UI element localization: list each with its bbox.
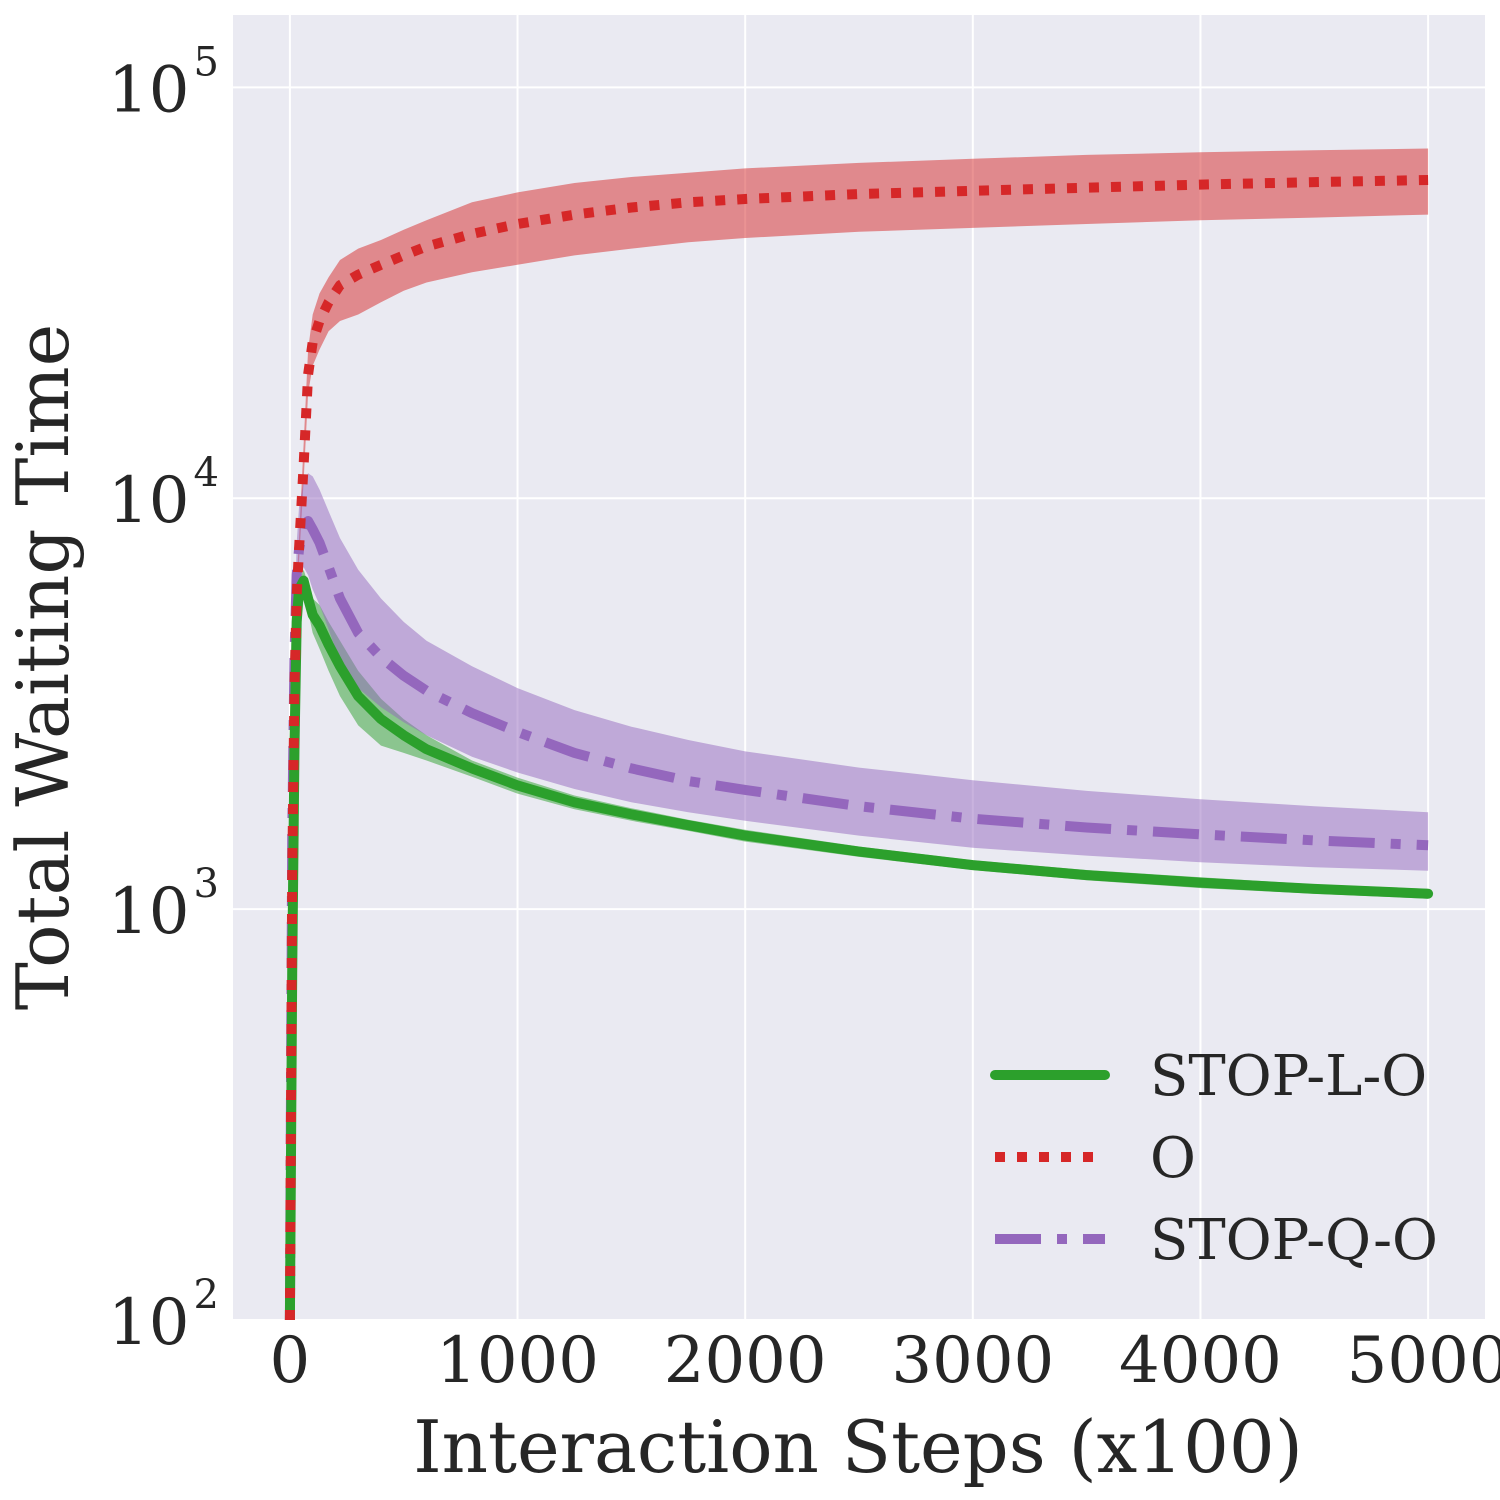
series-lines [284,175,1434,1320]
line-o [284,175,1429,1320]
y-tick-exponent: 5 [193,39,218,85]
x-tick-label: 4000 [1119,1324,1282,1398]
legend-label: STOP-Q-O [1150,1208,1438,1273]
y-tick-exponent: 3 [193,861,218,907]
x-tick-label: 1000 [436,1324,599,1398]
x-tick-label: 5000 [1347,1324,1500,1398]
y-tick-exponent: 4 [193,450,218,496]
y-tick-exponent: 2 [193,1272,218,1318]
confidence-bands [289,148,1429,1320]
x-tick-labels: 0 1000 2000 3000 4000 5000 [270,1324,1500,1398]
band-o [289,148,1429,1320]
grid-lines [233,15,1485,1321]
x-axis-label: Interaction Steps (x100) [413,1405,1303,1489]
line-stop-q-o [284,516,1429,1320]
y-axis-label: Total Waiting Time [1,324,85,1011]
x-tick-label: 0 [270,1324,311,1398]
legend-label: O [1150,1126,1196,1191]
legend: STOP-L-O O STOP-Q-O [990,1044,1438,1273]
x-tick-label: 3000 [891,1324,1054,1398]
x-tick-label: 2000 [664,1324,827,1398]
legend-label: STOP-L-O [1150,1044,1427,1109]
